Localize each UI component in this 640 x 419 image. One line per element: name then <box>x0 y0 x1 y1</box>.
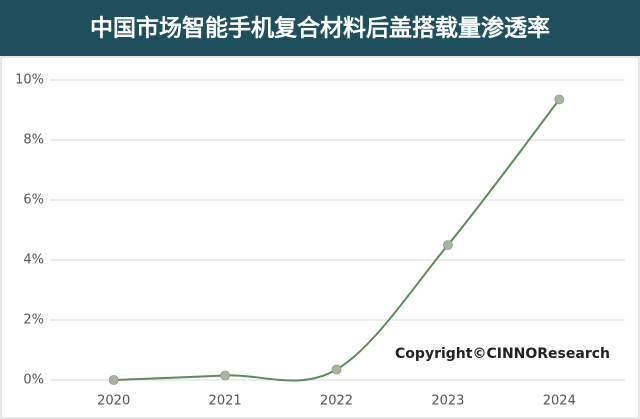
chart-title: 中国市场智能手机复合材料后盖搭载量渗透率 <box>90 15 550 42</box>
x-tick-label: 2023 <box>431 394 464 409</box>
point <box>331 364 342 375</box>
y-tick-label: 2% <box>23 313 44 328</box>
title-banner <box>0 0 640 56</box>
x-tick-label: 2022 <box>320 394 353 409</box>
y-tick-label: 0% <box>23 373 44 388</box>
y-tick-label: 10% <box>15 73 44 88</box>
x-tick-label: 2021 <box>209 394 242 409</box>
point <box>220 370 231 381</box>
x-tick-label: 2020 <box>97 394 130 409</box>
y-tick-label: 6% <box>23 193 44 208</box>
point <box>442 240 453 250</box>
line <box>113 98 561 382</box>
y-tick-label: 8% <box>23 133 44 148</box>
point <box>108 375 119 385</box>
y-tick-label: 4% <box>23 253 44 268</box>
point <box>554 94 565 105</box>
x-tick-label: 2024 <box>543 394 576 409</box>
annotation: Copyright©CINNOResearch <box>395 346 610 362</box>
chart-border <box>0 56 640 419</box>
